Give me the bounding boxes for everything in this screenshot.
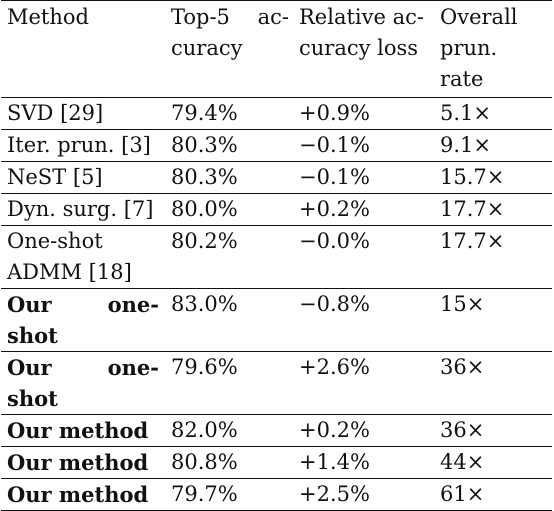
loss-cell: +2.6% [293,351,434,415]
loss-cell: +0.2% [293,414,434,447]
header-method: Method [1,0,165,98]
header-loss: Relative ac- curacy loss [293,0,434,98]
top5-cell: 80.2% [165,225,293,289]
method-cell: Iter. prun. [3] [1,129,165,162]
method-cell: Our one- shot [1,288,165,352]
top5-cell: 80.3% [165,161,293,194]
top5-cell: 80.3% [165,129,293,162]
table-row: Dyn. surg. [7] 80.0% +0.2% 17.7× [1,193,552,226]
top5-cell: 79.6% [165,351,293,415]
rate-cell: 17.7× [434,225,552,289]
header-top5: Top-5 ac- curacy [165,0,293,98]
header-rate: Overall prun. rate [434,0,552,98]
table-row: SVD [29] 79.4% +0.9% 5.1× [1,97,552,130]
table-row: Our one- shot 79.6% +2.6% 36× [1,351,552,415]
rate-cell: 61× [434,478,552,511]
method-cell: SVD [29] [1,97,165,130]
method-cell: NeST [5] [1,161,165,194]
rate-cell: 15.7× [434,161,552,194]
method-cell: One-shot ADMM [18] [1,225,165,289]
top5-cell: 79.7% [165,478,293,511]
loss-cell: −0.8% [293,288,434,352]
rate-cell: 17.7× [434,193,552,226]
rate-cell: 36× [434,351,552,415]
method-cell: Our method [1,446,165,479]
loss-cell: +0.2% [293,193,434,226]
table-row: Our method 82.0% +0.2% 36× [1,414,552,447]
table-row: Our method 80.8% +1.4% 44× [1,446,552,479]
loss-cell: +1.4% [293,446,434,479]
top5-cell: 82.0% [165,414,293,447]
loss-cell: +0.9% [293,97,434,130]
method-cell: Our method [1,478,165,511]
rate-cell: 15× [434,288,552,352]
top5-cell: 83.0% [165,288,293,352]
loss-cell: −0.1% [293,161,434,194]
top5-cell: 80.8% [165,446,293,479]
loss-cell: +2.5% [293,478,434,511]
table-row: Iter. prun. [3] 80.3% −0.1% 9.1× [1,129,552,162]
method-cell: Dyn. surg. [7] [1,193,165,226]
method-cell: Our one- shot [1,351,165,415]
top5-cell: 80.0% [165,193,293,226]
table-row: NeST [5] 80.3% −0.1% 15.7× [1,161,552,194]
rate-cell: 36× [434,414,552,447]
rate-cell: 9.1× [434,129,552,162]
loss-cell: −0.1% [293,129,434,162]
rate-cell: 44× [434,446,552,479]
header-row: Method Top-5 ac- curacy Relative ac- cura… [1,0,552,98]
table-row: Our one- shot 83.0% −0.8% 15× [1,288,552,352]
table-row: One-shot ADMM [18] 80.2% −0.0% 17.7× [1,225,552,289]
loss-cell: −0.0% [293,225,434,289]
table-row: Our method 79.7% +2.5% 61× [1,478,552,511]
method-cell: Our method [1,414,165,447]
rate-cell: 5.1× [434,97,552,130]
top5-cell: 79.4% [165,97,293,130]
